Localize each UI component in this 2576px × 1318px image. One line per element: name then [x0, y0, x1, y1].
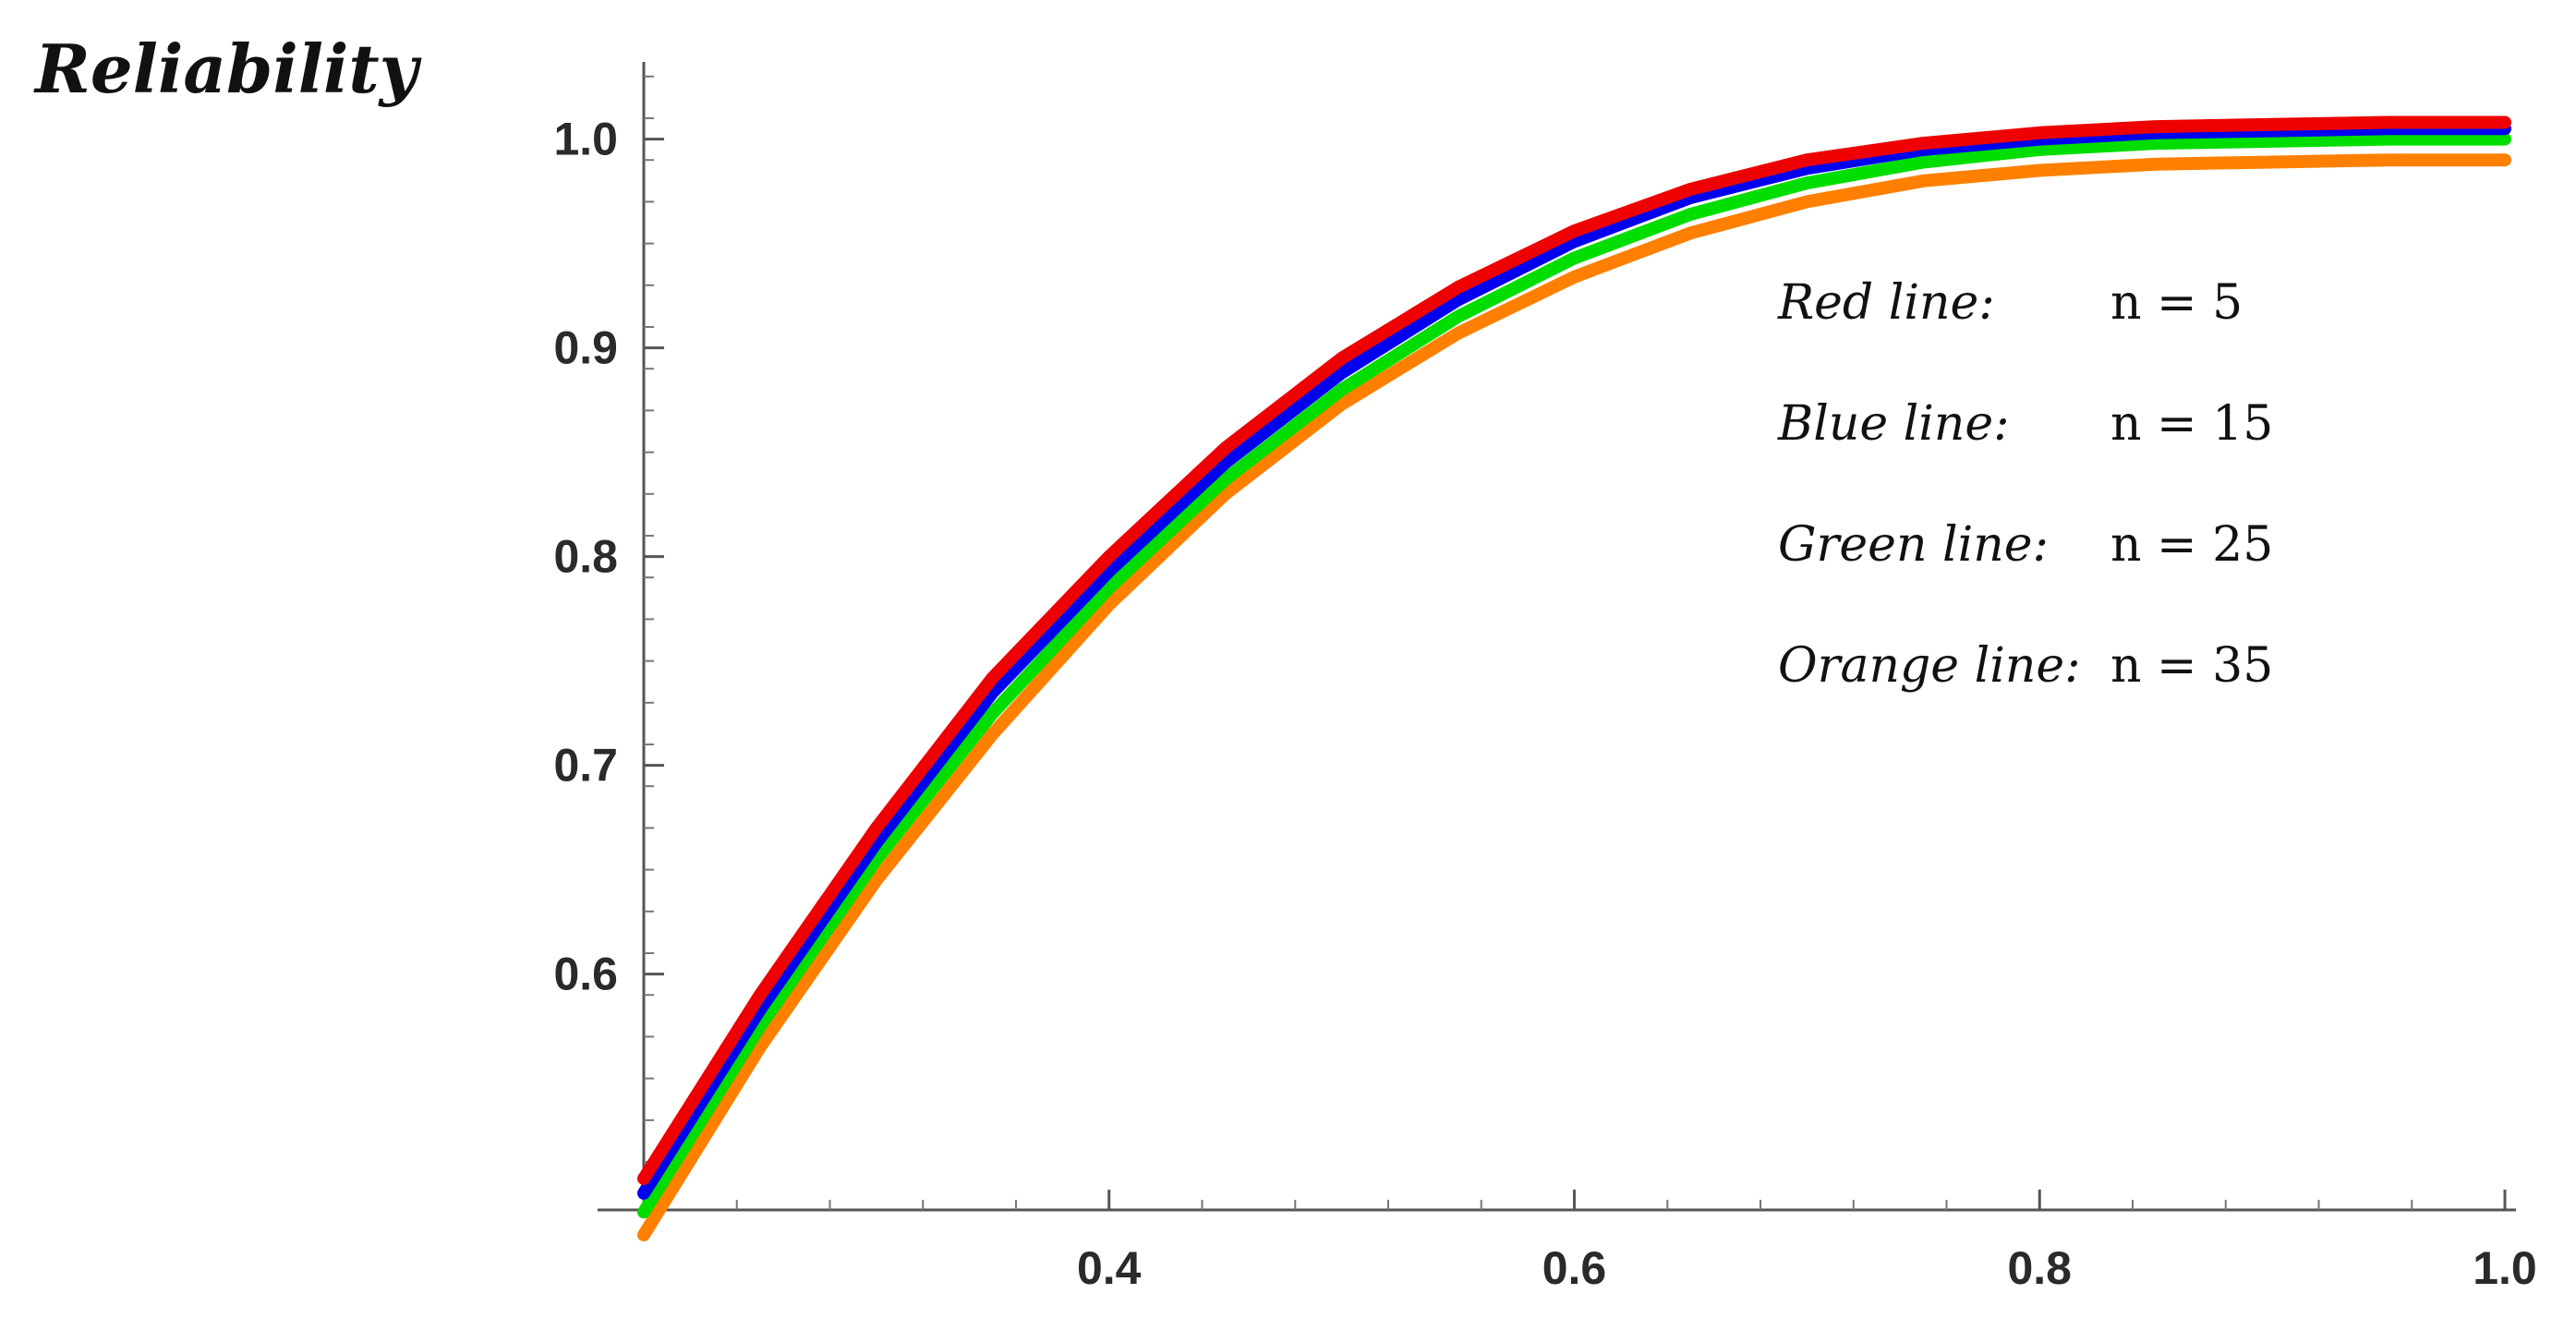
legend-n-value: n = 15 — [2110, 396, 2273, 452]
y-tick-label: 0.6 — [553, 949, 618, 1000]
legend-n-value: n = 5 — [2110, 275, 2243, 331]
x-tick-label: 0.6 — [1542, 1242, 1607, 1294]
series-orange-line — [637, 153, 2511, 1242]
legend-label: Red line: — [1777, 275, 1995, 331]
x-tick-label: 0.8 — [2007, 1242, 2072, 1294]
y-tick-label: 0.9 — [553, 322, 618, 374]
legend-n-value: n = 25 — [2110, 517, 2273, 573]
legend-label: Green line: — [1778, 517, 2049, 573]
x-tick-label: 0.4 — [1077, 1242, 1142, 1294]
series-green-line — [637, 132, 2511, 1219]
legend-n-value: n = 35 — [2110, 638, 2273, 694]
y-axis-label: Reliability — [33, 30, 422, 108]
axes: 0.6 0.7 0.8 0.9 1.0 0.4 0.6 0.8 1.0 — [553, 62, 2537, 1294]
series-group — [637, 115, 2511, 1242]
legend: Red line: n = 5 Blue line: n = 15 Green line… — [1777, 275, 2273, 694]
legend-label: Blue line: — [1777, 396, 2010, 452]
x-tick-label: 1.0 — [2473, 1242, 2537, 1294]
legend-label: Orange line: — [1778, 638, 2081, 694]
series-red-line — [637, 115, 2511, 1186]
y-tick-label: 0.7 — [553, 740, 618, 792]
y-tick-label: 1.0 — [553, 114, 618, 165]
y-tick-label: 0.8 — [553, 531, 618, 583]
